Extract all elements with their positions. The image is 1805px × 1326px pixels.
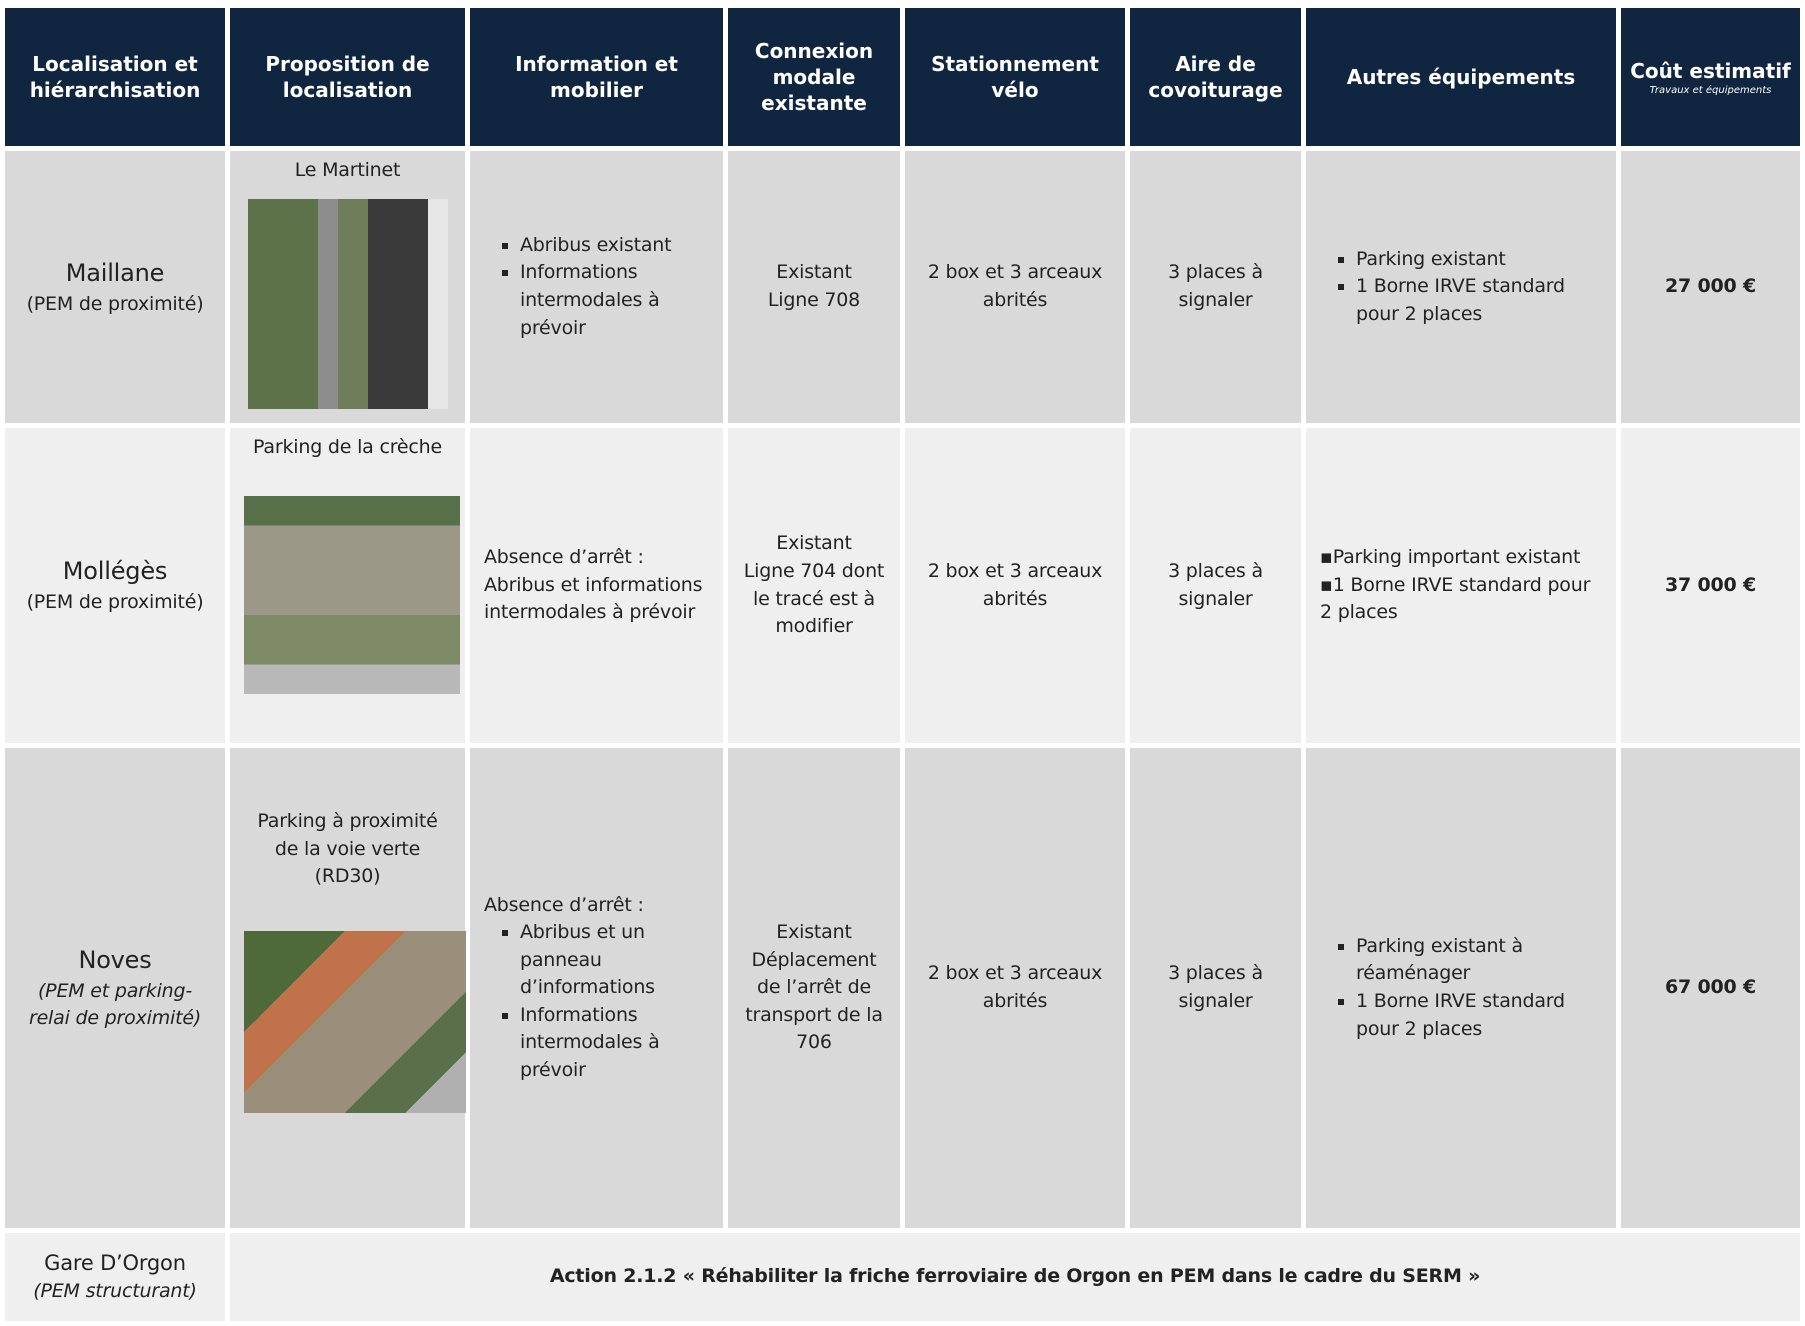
information-cell: Absence d’arrêt : Abribus et information… [470,428,723,743]
location-cell: Gare D’Orgon (PEM structurant) [5,1233,225,1321]
header-cell: Autres équipements [1306,8,1616,146]
header-cell: Coût estimatif Travaux et équipements [1621,8,1800,146]
connection-line: Déplacement de l’arrêt de transport de l… [745,948,883,1054]
location: Maillane [65,258,165,287]
location-cell: Maillane (PEM de proximité) [5,151,225,423]
location-cell: Mollégès (PEM de proximité) [5,428,225,743]
carpool-cell: 3 places à signaler [1130,151,1301,423]
connection-cell: Existant Déplacement de l’arrêt de transp… [728,748,900,1228]
cost-cell: 67 000 € [1621,748,1800,1228]
aerial-photo [244,495,460,694]
bullet-list: Abribus existantInformations intermodale… [484,232,709,342]
connection-line: Existant [776,532,852,555]
location: Noves [78,946,152,975]
equipment-cell: Parking important existant1 Borne IRVE s… [1306,428,1616,743]
hierarchy: (PEM et parking-relai de proximité) [28,979,202,1030]
hierarchy: (PEM structurant) [33,1280,197,1303]
location: Mollégès [62,557,168,586]
connection-line: Existant [776,921,852,944]
site-cell: Le Martinet [230,151,465,423]
site: Parking de la crèche [253,436,442,458]
location: Gare D’Orgon [44,1251,186,1275]
bullet: Informations intermodales à prévoir [520,1002,709,1085]
location-cell: Noves (PEM et parking-relai de proximité) [5,748,225,1228]
bullet: Informations intermodales à prévoir [520,259,709,342]
header-cell: Stationnement vélo [905,8,1125,146]
action-cell: Action 2.1.2 « Réhabiliter la friche fer… [230,1233,1800,1321]
connection-cell: Existant Ligne 708 [728,151,900,423]
row: Mollégès (PEM de proximité) Parking de la… [5,428,1800,743]
connection-line: Ligne 708 [767,289,861,311]
site-cell: Parking à proximité de la voie verte (RD… [230,748,466,1228]
bullet: Abribus et un panneau d’informations [520,919,709,1002]
bullet: Parking existant à réaménager [1356,933,1602,988]
bullet: 1 Borne IRVE standard pour 2 places [1356,988,1602,1043]
bullet: Parking existant [1356,246,1602,274]
information-cell: Abribus existantInformations intermodale… [470,151,723,423]
site: Parking à proximité de la voie verte (RD… [257,810,438,888]
bike-cell: 2 box et 3 arceaux abrités [905,428,1125,743]
equipment-cell: Parking existant1 Borne IRVE standard po… [1306,151,1616,423]
header-cell: Localisation et hiérarchisation [5,8,225,146]
information-cell: Absence d’arrêt : Abribus et un panneau d… [470,748,723,1228]
bullet: 1 Borne IRVE standard pour 2 places [1320,572,1602,627]
row: Noves (PEM et parking-relai de proximité)… [5,748,1800,1228]
site: Le Martinet [294,159,401,181]
site-cell: Parking de la crèche [230,428,465,743]
connection-line: Ligne 704 dont le tracé est à modifier [743,559,885,638]
bullet-list: Parking important existant1 Borne IRVE s… [1320,544,1602,627]
bullet-list: Parking existant à réaménager1 Borne IRV… [1320,933,1602,1043]
header-cell: Aire de covoiturage [1130,8,1301,146]
header-text: Coût estimatif [1630,58,1791,83]
pem-table: Localisation et hiérarchisation Proposit… [0,3,1805,1326]
row: Gare D’Orgon (PEM structurant) Action 2.1… [5,1233,1800,1321]
header-row: Localisation et hiérarchisation Proposit… [5,8,1800,146]
connection-line: Existant [776,261,852,284]
equipment-cell: Parking existant à réaménager1 Borne IRV… [1306,748,1616,1228]
row: Maillane (PEM de proximité) Le Martinet A… [5,151,1800,423]
aerial-photo [244,930,466,1113]
bullet: Abribus existant [520,232,709,260]
carpool-cell: 3 places à signaler [1130,428,1301,743]
bullet-list: Parking existant1 Borne IRVE standard po… [1320,246,1602,329]
connection-cell: Existant Ligne 704 dont le tracé est à mo… [728,428,900,743]
page: Localisation et hiérarchisation Proposit… [0,3,1805,1321]
header-note: Travaux et équipements [1649,84,1772,96]
hierarchy: (PEM de proximité) [26,591,204,614]
header-cell: Proposition de localisation [230,8,465,146]
hierarchy: (PEM de proximité) [26,292,204,315]
aerial-photo [247,198,448,409]
bike-cell: 2 box et 3 arceaux abrités [905,748,1125,1228]
bullet: Parking important existant [1320,544,1602,572]
bike-cell: 2 box et 3 arceaux abrités [905,151,1125,423]
cost-cell: 37 000 € [1621,428,1800,743]
carpool-cell: 3 places à signaler [1130,748,1301,1228]
cost-cell: 27 000 € [1621,151,1800,423]
header-cell: Connexion modale existante [728,8,900,146]
bullet: 1 Borne IRVE standard pour 2 places [1356,273,1602,328]
header-cell: Information et mobilier [470,8,723,146]
bullet-list: Abribus et un panneau d’informationsInfo… [484,919,709,1084]
information-intro: Absence d’arrêt : [484,893,644,916]
